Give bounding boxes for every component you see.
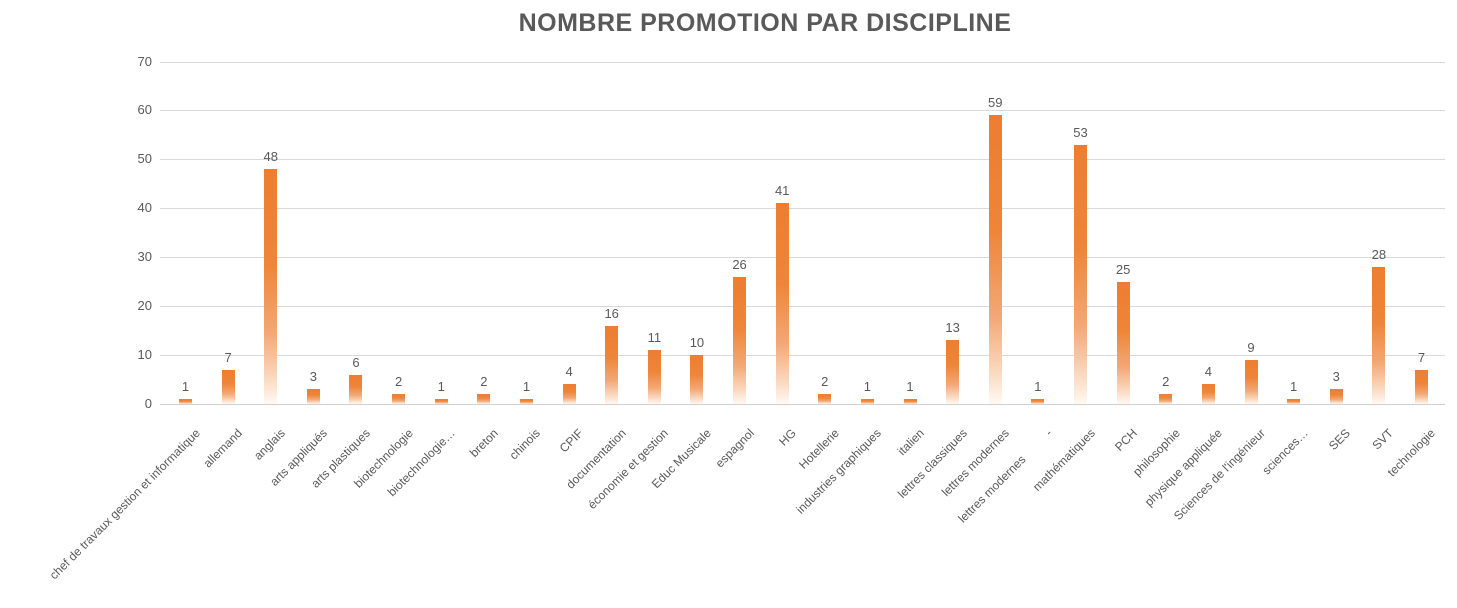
bar-value-label-7: 2	[480, 374, 488, 390]
bar-15[interactable]	[818, 394, 832, 404]
bar-value-label-16: 1	[863, 379, 872, 395]
bar-value-label-3: 3	[309, 369, 317, 385]
y-axis-tick-label-70: 70	[137, 53, 152, 69]
bar-value-label-15: 2	[821, 374, 829, 390]
y-axis-tick-label-0: 0	[144, 396, 152, 411]
bar-28[interactable]	[1372, 267, 1386, 404]
bar-6[interactable]	[434, 399, 448, 404]
bar-value-label-10: 16	[604, 305, 619, 321]
bar-value-label-24: 4	[1204, 364, 1212, 380]
bar-2[interactable]	[264, 169, 278, 404]
bar-13[interactable]	[733, 276, 747, 404]
gridline-60	[160, 110, 1445, 112]
bar-29[interactable]	[1414, 369, 1428, 404]
bar-value-label-29: 7	[1417, 349, 1426, 365]
bar-10[interactable]	[605, 325, 619, 404]
bar-27[interactable]	[1329, 389, 1343, 404]
y-axis-tick-label-20: 20	[137, 298, 152, 314]
bar-5[interactable]	[392, 394, 406, 404]
bar-20[interactable]	[1031, 399, 1045, 404]
bar-17[interactable]	[903, 399, 917, 404]
gridline-10	[160, 355, 1445, 357]
bar-value-label-6: 1	[437, 379, 445, 395]
bar-value-label-28: 28	[1371, 247, 1387, 262]
bar-value-label-22: 25	[1115, 261, 1131, 277]
y-axis-tick-label-30: 30	[137, 249, 152, 265]
y-axis-tick-label-50: 50	[137, 151, 152, 167]
bar-25[interactable]	[1244, 359, 1258, 404]
y-axis-tick-label-10: 10	[137, 347, 152, 363]
bar-value-label-13: 26	[732, 256, 747, 272]
bar-value-label-12: 10	[689, 335, 705, 351]
bar-value-label-19: 59	[988, 95, 1003, 111]
bar-26[interactable]	[1287, 399, 1301, 404]
bar-value-label-5: 2	[394, 374, 403, 390]
bar-19[interactable]	[988, 115, 1002, 404]
bar-23[interactable]	[1159, 394, 1173, 404]
bar-12[interactable]	[690, 355, 704, 404]
bar-value-label-2: 48	[263, 149, 278, 165]
gridline-0	[160, 404, 1445, 405]
gridline-30	[160, 257, 1445, 259]
bar-9[interactable]	[562, 384, 576, 404]
bar-24[interactable]	[1201, 384, 1215, 404]
bar-value-label-4: 6	[352, 354, 360, 370]
gridline-40	[160, 208, 1445, 210]
bar-value-label-21: 53	[1073, 124, 1088, 140]
bar-value-label-18: 13	[945, 320, 960, 336]
bar-16[interactable]	[860, 399, 874, 404]
gridline-70	[160, 61, 1445, 63]
bar-value-label-26: 1	[1289, 379, 1298, 395]
y-axis-tick-label-60: 60	[137, 102, 152, 118]
bar-8[interactable]	[519, 399, 533, 404]
bar-21[interactable]	[1074, 144, 1088, 404]
chart-title: NOMBRE PROMOTION PAR DISCIPLINE	[518, 9, 1012, 37]
bar-7[interactable]	[477, 394, 491, 404]
bar-value-label-14: 41	[774, 183, 790, 199]
bar-value-label-0: 1	[181, 379, 190, 395]
bar-4[interactable]	[349, 374, 363, 404]
bar-value-label-8: 1	[522, 379, 531, 395]
bar-value-label-17: 1	[906, 379, 914, 395]
bar-value-label-23: 2	[1162, 374, 1170, 390]
bar-value-label-9: 4	[565, 364, 573, 380]
bar-14[interactable]	[775, 203, 789, 404]
bar-value-label-25: 9	[1247, 339, 1255, 355]
bar-1[interactable]	[221, 369, 235, 404]
y-axis-tick-label-40: 40	[137, 200, 152, 216]
bar-11[interactable]	[647, 350, 661, 404]
bar-3[interactable]	[306, 389, 320, 404]
gridline-20	[160, 306, 1445, 308]
gridline-50	[160, 159, 1445, 161]
bar-0[interactable]	[179, 399, 192, 404]
bar-18[interactable]	[946, 340, 960, 404]
bar-value-label-1: 7	[224, 349, 232, 365]
bar-value-label-20: 1	[1034, 379, 1042, 395]
bar-value-label-27: 3	[1332, 369, 1340, 385]
bar-value-label-11: 11	[647, 330, 662, 346]
bar-22[interactable]	[1116, 281, 1130, 404]
